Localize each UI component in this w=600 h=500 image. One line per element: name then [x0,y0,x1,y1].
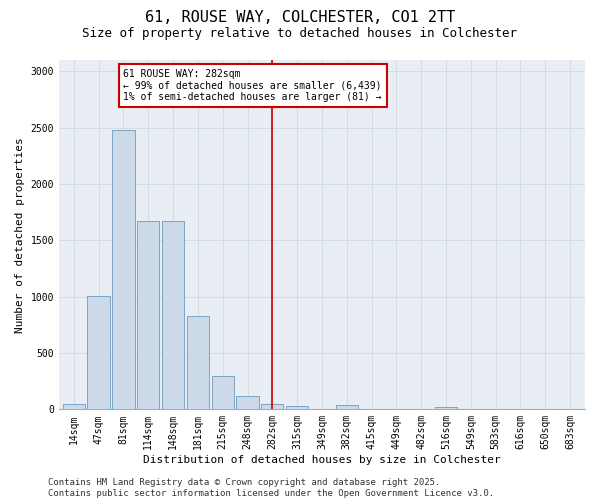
X-axis label: Distribution of detached houses by size in Colchester: Distribution of detached houses by size … [143,455,501,465]
Bar [187,316,209,410]
Text: 61 ROUSE WAY: 282sqm
← 99% of detached houses are smaller (6,439)
1% of semi-det: 61 ROUSE WAY: 282sqm ← 99% of detached h… [124,69,382,102]
Bar [88,296,110,410]
Bar [112,130,134,409]
Bar [286,406,308,409]
Bar [162,221,184,410]
Bar [261,404,283,409]
Bar [435,406,457,410]
Text: Contains HM Land Registry data © Crown copyright and database right 2025.
Contai: Contains HM Land Registry data © Crown c… [48,478,494,498]
Text: 61, ROUSE WAY, COLCHESTER, CO1 2TT: 61, ROUSE WAY, COLCHESTER, CO1 2TT [145,10,455,25]
Bar [335,405,358,409]
Y-axis label: Number of detached properties: Number of detached properties [15,137,25,332]
Bar [236,396,259,409]
Bar [62,404,85,409]
Bar [137,221,160,410]
Bar [212,376,234,410]
Text: Size of property relative to detached houses in Colchester: Size of property relative to detached ho… [83,28,517,40]
